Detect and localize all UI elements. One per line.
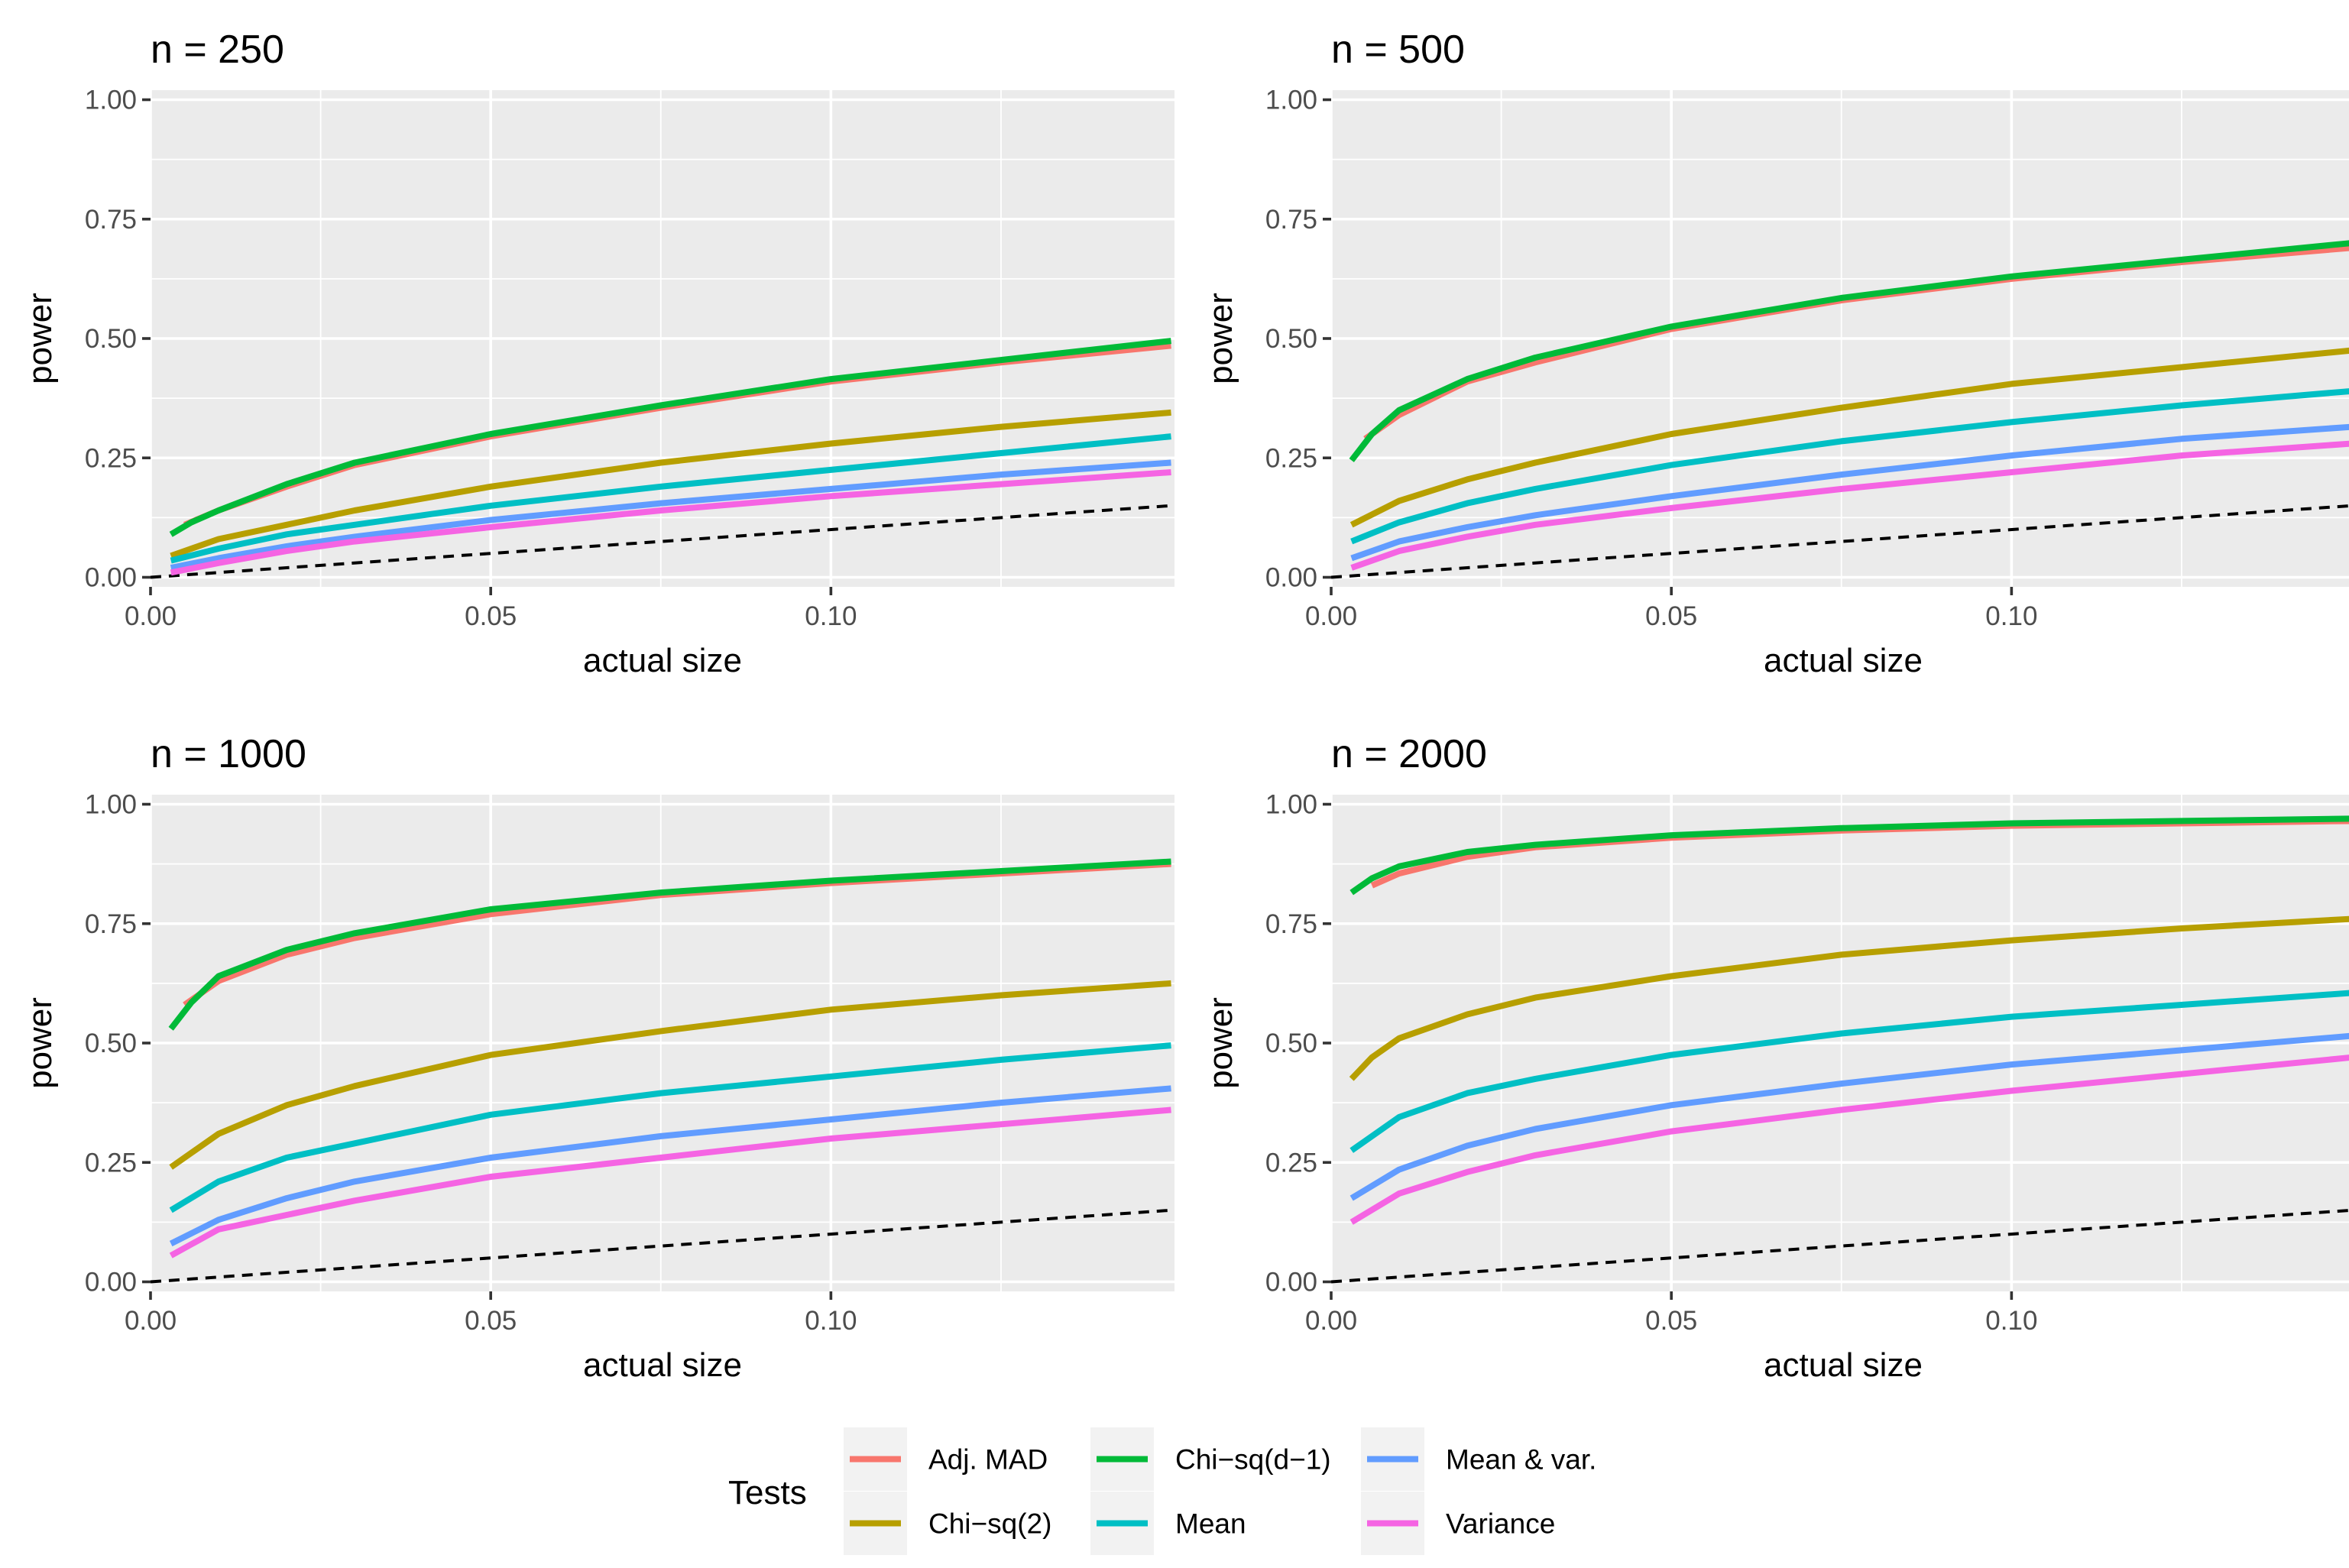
legend-label: Adj. MAD [928, 1444, 1048, 1476]
series-line-chi-sq-d-1- [1349, 240, 2349, 462]
series-line-mean [170, 433, 1171, 564]
x-tick-label: 0.00 [1305, 601, 1357, 631]
legend-item: Variance [1361, 1492, 1555, 1555]
panel-title: n = 2000 [1331, 732, 1487, 776]
series-line-variance [170, 469, 1171, 576]
panel-1: 0.00 0.25 0.50 0.75 1.00 0.00 0.05 0.10 n = 250 a… [21, 28, 1174, 679]
panel-4: 0.00 0.25 0.50 0.75 1.00 0.00 0.05 0.10 n = 2000… [1202, 732, 2349, 1384]
x-tick-label: 0.10 [805, 601, 857, 631]
x-tick-label: 0.05 [465, 1306, 517, 1336]
x-tick-label: 0.00 [125, 601, 177, 631]
panel-2: 0.00 0.25 0.50 0.75 1.00 0.00 0.05 0.10 n = 500 a… [1202, 28, 2349, 679]
series-line-chi-sq-2- [1349, 347, 2349, 528]
y-tick-label: 0.50 [85, 324, 137, 354]
legend-item: Adj. MAD [844, 1427, 1048, 1491]
series-line-chi-sq-d-1- [168, 858, 1171, 1031]
panel-title: n = 250 [151, 28, 284, 72]
y-tick-label: 0.00 [85, 563, 137, 593]
series-line-chi-sq-2- [1349, 915, 2349, 1081]
y-axis-label: power [21, 293, 59, 384]
reference-line [150, 1208, 1171, 1284]
series-line-chi-sq-d-1- [1349, 815, 2349, 896]
y-tick-label: 0.00 [1265, 1268, 1317, 1297]
series-line-chi-sq-d-1- [169, 338, 1171, 537]
x-tick-label: 0.00 [125, 1306, 177, 1336]
y-tick-label: 0.75 [85, 909, 137, 939]
series-line-mean-var- [1350, 423, 2349, 562]
y-tick-label: 0.25 [1265, 1148, 1317, 1178]
legend-label: Chi−sq(d−1) [1175, 1444, 1331, 1476]
y-tick-label: 0.00 [85, 1268, 137, 1297]
y-axis-label: power [21, 997, 59, 1089]
legend-label: Variance [1446, 1508, 1555, 1540]
legend-item: Chi−sq(d−1) [1090, 1427, 1331, 1491]
x-tick-label: 0.00 [1305, 1306, 1357, 1336]
x-tick-label: 0.05 [1645, 601, 1697, 631]
legend-label: Mean & var. [1446, 1444, 1596, 1476]
x-tick-label: 0.10 [1985, 1306, 2037, 1336]
legend-item: Chi−sq(2) [844, 1492, 1051, 1555]
y-axis-label: power [1202, 997, 1239, 1089]
legend-item: Mean [1090, 1492, 1246, 1555]
series-line-mean-var- [170, 459, 1171, 571]
facet-panels: 0.00 0.25 0.50 0.75 1.00 0.00 0.05 0.10 n = 250 a… [21, 28, 2349, 1384]
series-line-mean [169, 1042, 1171, 1213]
y-tick-label: 0.25 [1265, 443, 1317, 473]
y-tick-label: 0.50 [85, 1029, 137, 1058]
y-axis-label: power [1202, 293, 1239, 384]
x-axis-label: actual size [583, 642, 742, 679]
x-axis-label: actual size [1764, 642, 1923, 679]
y-tick-label: 0.50 [1265, 1029, 1317, 1058]
legend-label: Mean [1175, 1508, 1246, 1540]
y-tick-label: 0.00 [1265, 563, 1317, 593]
panel-3: 0.00 0.25 0.50 0.75 1.00 0.00 0.05 0.10 n = 1000… [21, 732, 1174, 1384]
legend-item: Mean & var. [1361, 1427, 1596, 1491]
x-tick-label: 0.10 [805, 1306, 857, 1336]
series-line-mean [1349, 990, 2349, 1153]
x-tick-label: 0.05 [1645, 1306, 1697, 1336]
y-tick-label: 0.50 [1265, 324, 1317, 354]
legend: Tests Adj. MAD Chi−sq(2) Chi−sq(d−1) Mean Mea… [728, 1427, 1596, 1555]
y-tick-label: 0.25 [85, 443, 137, 473]
y-tick-label: 1.00 [85, 790, 137, 820]
series-line-mean-var- [169, 1085, 1171, 1247]
reference-line [150, 504, 1171, 579]
y-tick-label: 1.00 [1265, 86, 1317, 115]
legend-title: Tests [728, 1474, 807, 1511]
x-tick-label: 0.05 [465, 601, 517, 631]
series-line-variance [1350, 440, 2349, 571]
reference-line [1330, 1208, 2349, 1284]
y-tick-label: 0.75 [85, 205, 137, 235]
series-line-mean [1350, 388, 2349, 545]
y-tick-label: 0.25 [85, 1148, 137, 1178]
reference-line [1330, 504, 2349, 579]
panel-title: n = 500 [1331, 28, 1465, 72]
x-tick-label: 0.10 [1985, 601, 2037, 631]
panel-title: n = 1000 [151, 732, 306, 776]
y-tick-label: 0.75 [1265, 909, 1317, 939]
series-line-mean-var- [1349, 1032, 2349, 1201]
x-axis-label: actual size [1764, 1346, 1923, 1384]
y-tick-label: 1.00 [85, 86, 137, 115]
series-line-chi-sq-2- [170, 409, 1171, 559]
legend-label: Chi−sq(2) [928, 1508, 1051, 1540]
y-tick-label: 1.00 [1265, 790, 1317, 820]
series-line-variance [169, 1106, 1171, 1259]
series-line-chi-sq-2- [169, 980, 1171, 1170]
series-line-variance [1349, 1055, 2349, 1225]
y-tick-label: 0.75 [1265, 205, 1317, 235]
x-axis-label: actual size [583, 1346, 742, 1384]
